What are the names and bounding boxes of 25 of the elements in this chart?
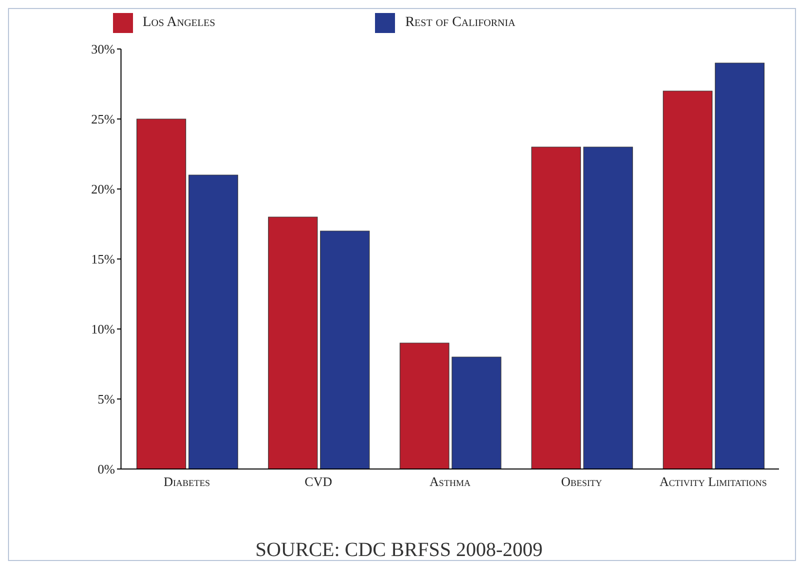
bar bbox=[662, 90, 712, 469]
legend-label: Rest of California bbox=[405, 15, 516, 30]
bar bbox=[583, 146, 633, 469]
x-tick-label: Asthma bbox=[430, 474, 471, 490]
bar bbox=[531, 146, 581, 469]
y-tick-label: 15% bbox=[91, 252, 116, 267]
y-tick-label: 5% bbox=[98, 392, 116, 407]
x-tick-label: Activity Limitations bbox=[660, 474, 767, 490]
x-tick-label: Obesity bbox=[561, 474, 603, 490]
bar bbox=[268, 216, 318, 469]
bar bbox=[320, 230, 370, 469]
x-tick-label: CVD bbox=[304, 474, 332, 490]
y-tick-label: 30% bbox=[91, 42, 116, 57]
source-note: SOURCE: CDC BRFSS 2008-2009 bbox=[254, 539, 544, 562]
bar bbox=[452, 356, 502, 469]
bar bbox=[136, 118, 186, 469]
bar bbox=[400, 342, 450, 469]
y-tick-label: 10% bbox=[91, 322, 116, 337]
legend-label: Los Angeles bbox=[142, 15, 216, 30]
y-tick-label: 25% bbox=[91, 112, 116, 127]
y-tick-label: 0% bbox=[98, 462, 116, 477]
y-tick-label: 20% bbox=[91, 182, 116, 197]
bar bbox=[188, 174, 238, 469]
bar bbox=[714, 62, 764, 469]
x-tick-label: Diabetes bbox=[164, 474, 210, 490]
